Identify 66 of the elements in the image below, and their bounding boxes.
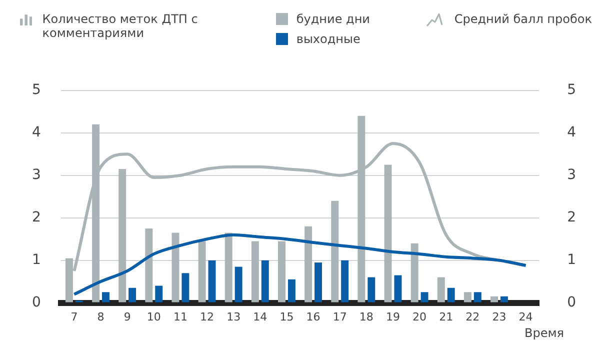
bar	[410, 243, 418, 302]
bar	[145, 228, 153, 302]
line-series	[72, 233, 528, 296]
x-tick-label: 16	[306, 310, 320, 324]
bar	[118, 168, 126, 302]
bar	[224, 232, 232, 302]
y-tick-label: 1	[32, 252, 41, 268]
x-tick-label: 19	[386, 310, 400, 324]
bar	[447, 288, 455, 302]
bar	[182, 273, 190, 302]
x-tick-label: 13	[226, 310, 241, 324]
y2-tick-label: 2	[567, 209, 576, 226]
x-tick-label: 23	[492, 310, 506, 324]
x-tick-label: 11	[173, 310, 188, 324]
bar	[288, 279, 296, 302]
bar	[304, 226, 312, 302]
bar	[251, 241, 259, 302]
x-axis-title: Время	[523, 326, 565, 340]
bar	[198, 241, 206, 302]
legend-label: выходные	[296, 32, 360, 46]
bar	[420, 292, 428, 302]
x-tick-label: 18	[359, 310, 374, 324]
x-tick-label: 20	[412, 310, 427, 324]
y-tick-label: 3	[32, 167, 41, 183]
x-tick-label: 24	[518, 310, 533, 324]
y-tick-label: 4	[32, 124, 41, 141]
x-tick-label: 17	[332, 310, 347, 324]
y2-tick-label: 1	[567, 252, 576, 268]
x-tick-label: 10	[146, 310, 161, 324]
bar	[278, 241, 286, 302]
bar	[500, 296, 508, 302]
y2-tick-label: 5	[567, 82, 576, 98]
x-tick-label: 8	[97, 310, 104, 324]
bar	[261, 260, 269, 302]
bar	[102, 292, 110, 302]
bar	[331, 200, 339, 302]
x-tick-label: 21	[439, 310, 454, 324]
bar	[172, 232, 180, 302]
bar	[394, 275, 402, 302]
bar	[314, 262, 322, 302]
bar	[341, 260, 349, 302]
y-tick-label: 2	[32, 209, 41, 226]
y2-axis-title: Средний балл пробок	[454, 12, 592, 28]
bar	[437, 277, 445, 302]
y-axis-title: Количество меток ДТП с комментариями	[42, 12, 199, 40]
y-tick-label: 0	[32, 294, 41, 310]
bar	[490, 296, 498, 302]
bar	[208, 260, 216, 302]
x-tick-label: 7	[70, 310, 78, 324]
bar	[384, 164, 392, 302]
y2-tick-label: 3	[567, 167, 576, 183]
bar	[155, 286, 163, 302]
bar	[474, 292, 482, 302]
y-tick-label: 5	[32, 82, 41, 98]
y2-tick-label: 4	[567, 124, 576, 141]
x-tick-label: 22	[466, 310, 480, 324]
x-tick-label: 9	[124, 310, 131, 324]
legend-label: будние дни	[296, 12, 370, 26]
x-tick-label: 14	[253, 310, 268, 324]
y2-tick-label: 0	[567, 294, 576, 310]
x-tick-label: 12	[200, 310, 214, 324]
bar	[234, 266, 242, 302]
bar	[128, 288, 136, 302]
x-tick-label: 15	[280, 310, 294, 324]
bar	[368, 277, 376, 302]
bar	[464, 292, 472, 302]
